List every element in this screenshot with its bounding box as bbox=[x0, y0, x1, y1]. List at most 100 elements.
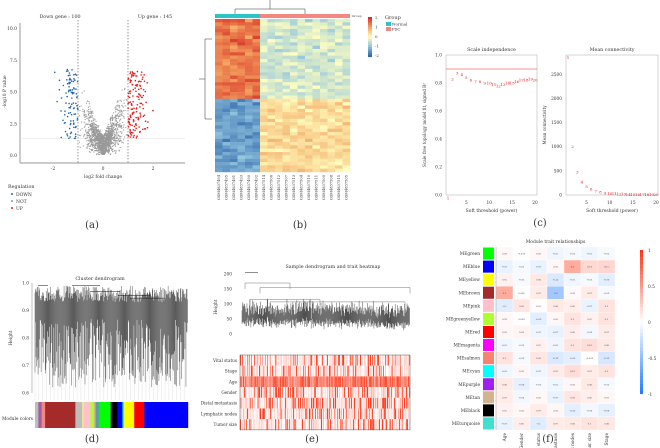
module-color-block bbox=[144, 402, 189, 428]
heatmap-cell bbox=[327, 98, 336, 103]
trait-cell bbox=[386, 397, 388, 409]
trait-cell bbox=[376, 419, 378, 430]
trait-cell bbox=[335, 419, 337, 430]
heatmap-cell bbox=[327, 58, 336, 63]
heatmap-cell bbox=[245, 48, 253, 53]
heatmap-cell bbox=[215, 42, 223, 46]
not-point bbox=[119, 131, 122, 133]
down-point bbox=[70, 113, 73, 116]
trait-cell bbox=[353, 355, 355, 366]
trait-cell bbox=[311, 365, 313, 377]
heatmap-cell bbox=[342, 165, 351, 169]
up-point bbox=[127, 134, 130, 137]
heatmap-cell bbox=[252, 92, 261, 96]
not-point bbox=[116, 129, 118, 131]
up-point bbox=[152, 109, 154, 112]
trait-cell bbox=[263, 419, 265, 430]
trait-axis-label: Vital status bbox=[537, 433, 542, 448]
trait-cell bbox=[358, 376, 360, 388]
heatmap-cell bbox=[222, 145, 231, 149]
color-scale-segment bbox=[368, 45, 372, 48]
not-point bbox=[90, 130, 92, 132]
trait-cell bbox=[317, 376, 319, 388]
trait-cell bbox=[374, 355, 376, 366]
heatmap-cell bbox=[312, 145, 321, 149]
heatmap-cell bbox=[327, 128, 336, 133]
not-point bbox=[99, 151, 101, 154]
trait-cell bbox=[383, 397, 385, 409]
down-point bbox=[72, 107, 75, 110]
not-point bbox=[124, 87, 126, 89]
up-point bbox=[129, 79, 132, 81]
trait-cell bbox=[246, 387, 248, 398]
correlation-value: 0.14 bbox=[587, 266, 592, 269]
not-point bbox=[113, 133, 116, 136]
not-point bbox=[104, 147, 106, 150]
heatmap-cell bbox=[297, 125, 306, 129]
heatmap-cell bbox=[297, 19, 306, 23]
correlation-value: 0.03 bbox=[553, 266, 558, 269]
trait-cell bbox=[297, 397, 299, 409]
trait-cell bbox=[274, 419, 276, 430]
heatmap-cell bbox=[312, 92, 321, 96]
heatmap-cell bbox=[275, 38, 283, 43]
down-point bbox=[60, 136, 63, 139]
not-point bbox=[99, 138, 102, 140]
heatmap-cell bbox=[297, 85, 306, 90]
trait-cell bbox=[347, 397, 349, 409]
trait-cell bbox=[357, 419, 359, 430]
not-point bbox=[92, 135, 94, 137]
trait-cell bbox=[349, 365, 351, 377]
correlation-value: 0.08 bbox=[553, 305, 558, 308]
not-point bbox=[87, 118, 90, 120]
not-point bbox=[99, 153, 101, 155]
down-point bbox=[68, 137, 70, 140]
trait-cell bbox=[244, 365, 246, 377]
trait-cell bbox=[405, 376, 407, 388]
heatmap-cell bbox=[275, 22, 283, 26]
heatmap-cell bbox=[305, 98, 313, 103]
module-label-mesalmon: MEsalmon bbox=[457, 357, 480, 362]
not-point bbox=[107, 133, 110, 135]
heatmap-cell bbox=[215, 102, 223, 106]
trait-cell bbox=[285, 355, 287, 366]
not-point bbox=[117, 121, 119, 124]
trait-cell bbox=[395, 408, 397, 420]
correlation-value: 0.03 bbox=[604, 396, 609, 399]
heatmap-cell bbox=[222, 92, 231, 96]
heatmap-cell bbox=[312, 78, 321, 83]
trait-cell bbox=[407, 365, 409, 377]
correlation-value: 0.07 bbox=[536, 409, 541, 412]
y-tick-label: 0.0 bbox=[435, 194, 442, 199]
heatmap-cell bbox=[230, 72, 238, 76]
trait-cell bbox=[390, 365, 392, 377]
trait-cell bbox=[336, 408, 338, 420]
heatmap-cell bbox=[320, 98, 328, 103]
heatmap-cell bbox=[327, 158, 336, 163]
correlation-value: -0.03 bbox=[587, 279, 593, 282]
y-tick-label: 0.8 bbox=[435, 82, 442, 87]
heatmap-cell bbox=[222, 135, 231, 139]
trait-cell bbox=[249, 397, 251, 409]
trait-cell bbox=[306, 376, 308, 388]
trait-cell bbox=[361, 408, 363, 420]
heatmap-cell bbox=[312, 48, 321, 53]
heatmap-cell bbox=[320, 168, 328, 173]
trait-cell bbox=[333, 355, 335, 366]
trait-cell bbox=[290, 376, 292, 388]
trait-cell bbox=[340, 387, 342, 398]
not-point bbox=[111, 123, 113, 125]
trait-cell bbox=[271, 419, 273, 430]
heatmap-cell bbox=[237, 108, 246, 113]
heatmap-cell bbox=[290, 108, 298, 113]
color-scale-segment bbox=[368, 55, 372, 58]
heatmap-cell bbox=[290, 85, 298, 90]
heatmap-cell bbox=[215, 168, 223, 173]
trait-cell bbox=[400, 397, 402, 409]
trait-cell bbox=[276, 376, 278, 388]
trait-cell bbox=[367, 419, 369, 430]
trait-cell bbox=[275, 408, 277, 420]
heatmap-cell bbox=[290, 22, 298, 26]
trait-cell bbox=[398, 387, 400, 398]
color-scale-segment bbox=[368, 41, 372, 44]
